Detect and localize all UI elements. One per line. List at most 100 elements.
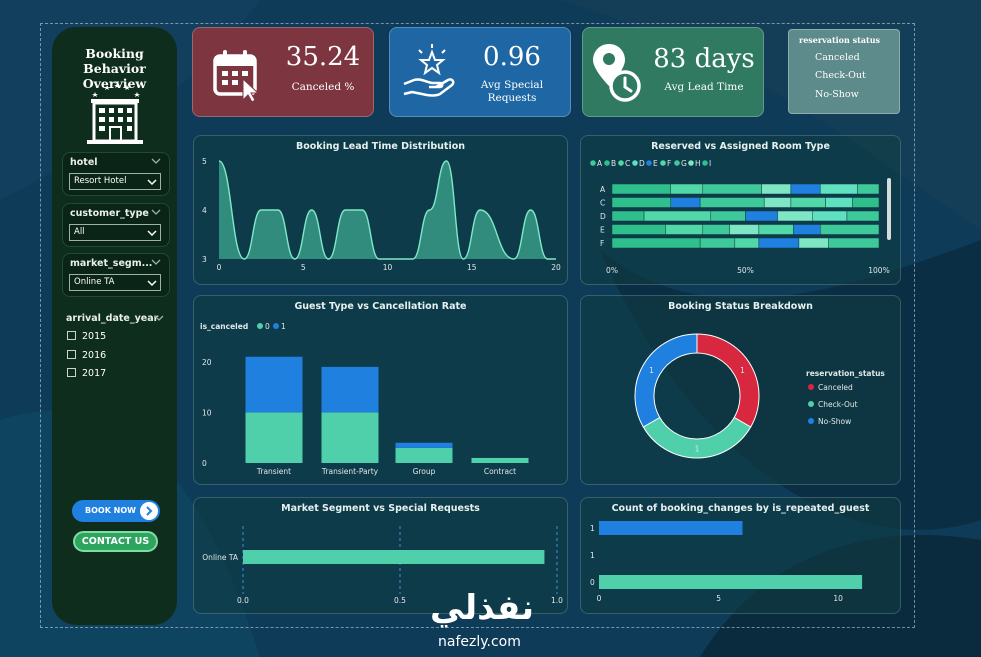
x-tick-label: Group: [413, 467, 436, 476]
customer-type-dropdown-value: All: [74, 227, 85, 237]
arrow-right-icon: [140, 502, 158, 520]
legend-marker: [590, 160, 596, 166]
checkbox[interactable]: [67, 331, 76, 340]
y-tick-label: 10: [202, 408, 212, 417]
room-type-segment: [665, 224, 704, 235]
reservation-status-title: reservation status: [799, 35, 881, 45]
chevron-down-icon[interactable]: [151, 207, 161, 217]
room-type-segment: [857, 183, 880, 195]
legend-title: is_canceled: [200, 322, 248, 331]
contact-us-button[interactable]: CONTACT US: [73, 531, 158, 552]
legend-label: No-Show: [818, 417, 851, 426]
year-slicer-label: arrival_date_year: [66, 313, 159, 324]
room-type-segment: [812, 210, 848, 222]
room-type-segment: [670, 183, 704, 195]
x-tick-label: 50%: [737, 266, 754, 275]
watermark-url: nafezly.com: [438, 634, 521, 650]
x-tick-label: Transient: [256, 467, 291, 476]
legend-marker: [808, 401, 814, 407]
booking-changes-chart-panel: Count of booking_changes by is_repeated_…: [580, 497, 901, 614]
guest-type-chart-panel: Guest Type vs Cancellation Rate is_cance…: [193, 295, 568, 485]
room-type-segment: [643, 210, 712, 222]
legend-marker: [660, 160, 666, 166]
x-tick-label: 0: [217, 263, 222, 272]
year-option-label: 2017: [82, 368, 107, 379]
room-type-segment: [745, 210, 778, 222]
legend-marker: [273, 323, 279, 329]
legend-label: C: [625, 159, 630, 168]
kpi-canceled-label: Canceled %: [291, 81, 355, 93]
column-not-canceled: [471, 457, 529, 463]
lead-time-chart-title: Booking Lead Time Distribution: [295, 141, 466, 152]
lead-time-chart-panel: Booking Lead Time Distribution 5 4 3 0 5 10 15…: [193, 135, 568, 285]
room-type-segment: [699, 197, 765, 208]
room-type-segment: [761, 183, 792, 195]
x-tick-label: Transient-Party: [321, 467, 379, 476]
year-option-2016[interactable]: 2016: [67, 350, 106, 361]
room-type-segment: [611, 197, 671, 208]
room-type-segment: [828, 237, 880, 249]
checkbox[interactable]: [67, 368, 76, 377]
book-now-button[interactable]: BOOK NOW: [72, 500, 160, 522]
legend-label: B: [611, 159, 616, 168]
year-option-2017[interactable]: 2017: [67, 368, 106, 379]
room-type-segment: [702, 224, 730, 235]
legend-marker: [257, 323, 263, 329]
legend-marker: [632, 160, 638, 166]
status-chart-panel: Booking Status Breakdown 1 1 1 reservation_…: [580, 295, 901, 485]
watermark-arabic: نفذلي: [430, 588, 535, 628]
room-type-segment: [798, 237, 829, 249]
kpi-requests-label: Avg Special Requests: [480, 79, 544, 104]
status-option-canceled[interactable]: Canceled: [815, 52, 860, 63]
chevron-down-icon[interactable]: [154, 313, 164, 323]
year-option-2015[interactable]: 2015: [67, 331, 106, 342]
legend-label: E: [653, 159, 658, 168]
legend-label: 0: [265, 322, 270, 331]
legend-label: A: [597, 159, 603, 168]
legend-title: reservation_status: [806, 369, 885, 378]
legend-marker: [618, 160, 624, 166]
room-type-chart-title: Reserved vs Assigned Room Type: [651, 141, 830, 152]
category-label: Online TA: [202, 553, 239, 562]
slice-label: 1: [695, 445, 700, 454]
x-tick-label: 15: [467, 263, 477, 272]
row-label: E: [600, 226, 605, 235]
chevron-down-icon: [147, 230, 157, 237]
room-type-segment: [702, 183, 762, 195]
chevron-down-icon[interactable]: [151, 257, 161, 267]
legend-label: Check-Out: [818, 400, 858, 409]
hotel-slicer: hotel Resort Hotel: [62, 152, 170, 196]
hotel-dropdown[interactable]: Resort Hotel: [69, 173, 161, 190]
x-tick-label: 1.0: [551, 596, 563, 605]
donut-slice: [634, 333, 698, 428]
location-clock-icon: [593, 44, 641, 102]
guest-type-stacked-column-chart: is_canceled 0 1 20 10 0 Transient Transient-Par…: [200, 322, 529, 476]
legend-marker: [646, 160, 652, 166]
column-not-canceled: [245, 412, 303, 463]
column-not-canceled: [321, 412, 379, 463]
market-segment-slicer: market_segm... Online TA: [62, 253, 170, 297]
year-option-label: 2016: [82, 350, 107, 361]
kpi-leadtime-label: Avg Lead Time: [664, 81, 744, 93]
status-option-check-out[interactable]: Check-Out: [815, 70, 866, 81]
status-option-no-show[interactable]: No-Show: [815, 89, 859, 100]
market-segment-dropdown-value: Online TA: [74, 277, 115, 287]
legend-marker: [702, 160, 708, 166]
booking-changes-bar: [599, 575, 863, 589]
room-type-segment: [777, 210, 813, 222]
kpi-leadtime-value: 83 days: [653, 44, 755, 74]
market-segment-dropdown[interactable]: Online TA: [69, 274, 161, 291]
chevron-down-icon[interactable]: [151, 156, 161, 166]
kpi-leadtime-card: 83 days Avg Lead Time: [582, 27, 764, 117]
legend-label: F: [667, 159, 671, 168]
x-tick-label: Contract: [484, 467, 516, 476]
checkbox[interactable]: [67, 350, 76, 359]
book-now-label: BOOK NOW: [85, 506, 137, 515]
legend-marker: [808, 384, 814, 390]
guest-type-chart-title: Guest Type vs Cancellation Rate: [294, 301, 467, 312]
x-tick-label: 5: [301, 263, 306, 272]
hotel-dropdown-value: Resort Hotel: [74, 176, 127, 186]
column-canceled: [321, 366, 379, 413]
customer-type-dropdown[interactable]: All: [69, 224, 161, 241]
